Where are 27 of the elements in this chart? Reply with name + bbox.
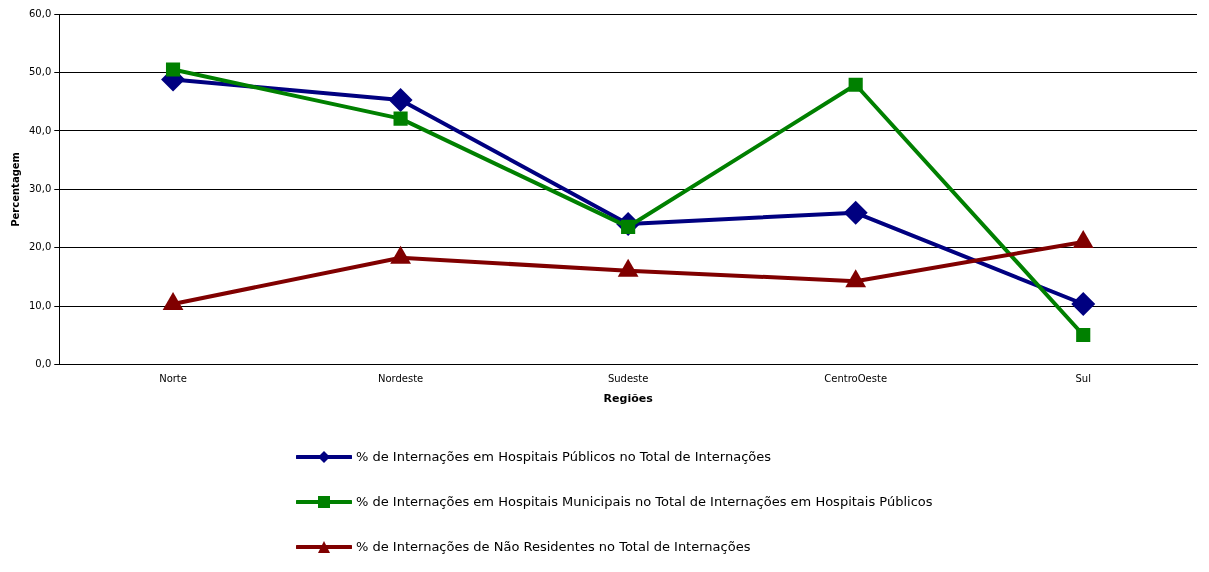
legend-label: % de Internações de Não Residentes no Total de Internações (356, 539, 751, 554)
x-tick-label: Nordeste (377, 373, 424, 385)
y-tick-label: 40,0 (29, 124, 52, 136)
point (393, 111, 408, 126)
point (165, 62, 181, 77)
y-tick-label: 10,0 (29, 299, 52, 311)
y-axis-title: Percentagem (9, 152, 21, 227)
legend-label: % de Internações em Hospitais Municipais no Total de Internações em Hospitais Públicos (356, 494, 933, 509)
legend-label: % de Internações em Hospitais Públicos no Total de Internações (356, 449, 771, 464)
point (388, 87, 413, 112)
y-tick-label: 0,0 (35, 358, 52, 370)
x-tick-label: Sul (1075, 373, 1091, 385)
point (162, 292, 184, 310)
x-axis-title: Regiões (603, 392, 654, 406)
y-tick-label: 30,0 (29, 182, 52, 194)
x-tick-label: Norte (159, 373, 187, 385)
y-tick-label: 20,0 (29, 241, 52, 253)
y-tick-label: 60,0 (29, 7, 52, 19)
point (845, 269, 867, 288)
y-tick-label: 50,0 (29, 66, 52, 78)
x-tick-label: Sudeste (607, 373, 649, 385)
point (843, 200, 868, 225)
point (848, 77, 863, 92)
point (1072, 230, 1094, 249)
point (617, 258, 639, 277)
x-tick-label: CentroOeste (824, 373, 888, 385)
point (390, 245, 411, 264)
